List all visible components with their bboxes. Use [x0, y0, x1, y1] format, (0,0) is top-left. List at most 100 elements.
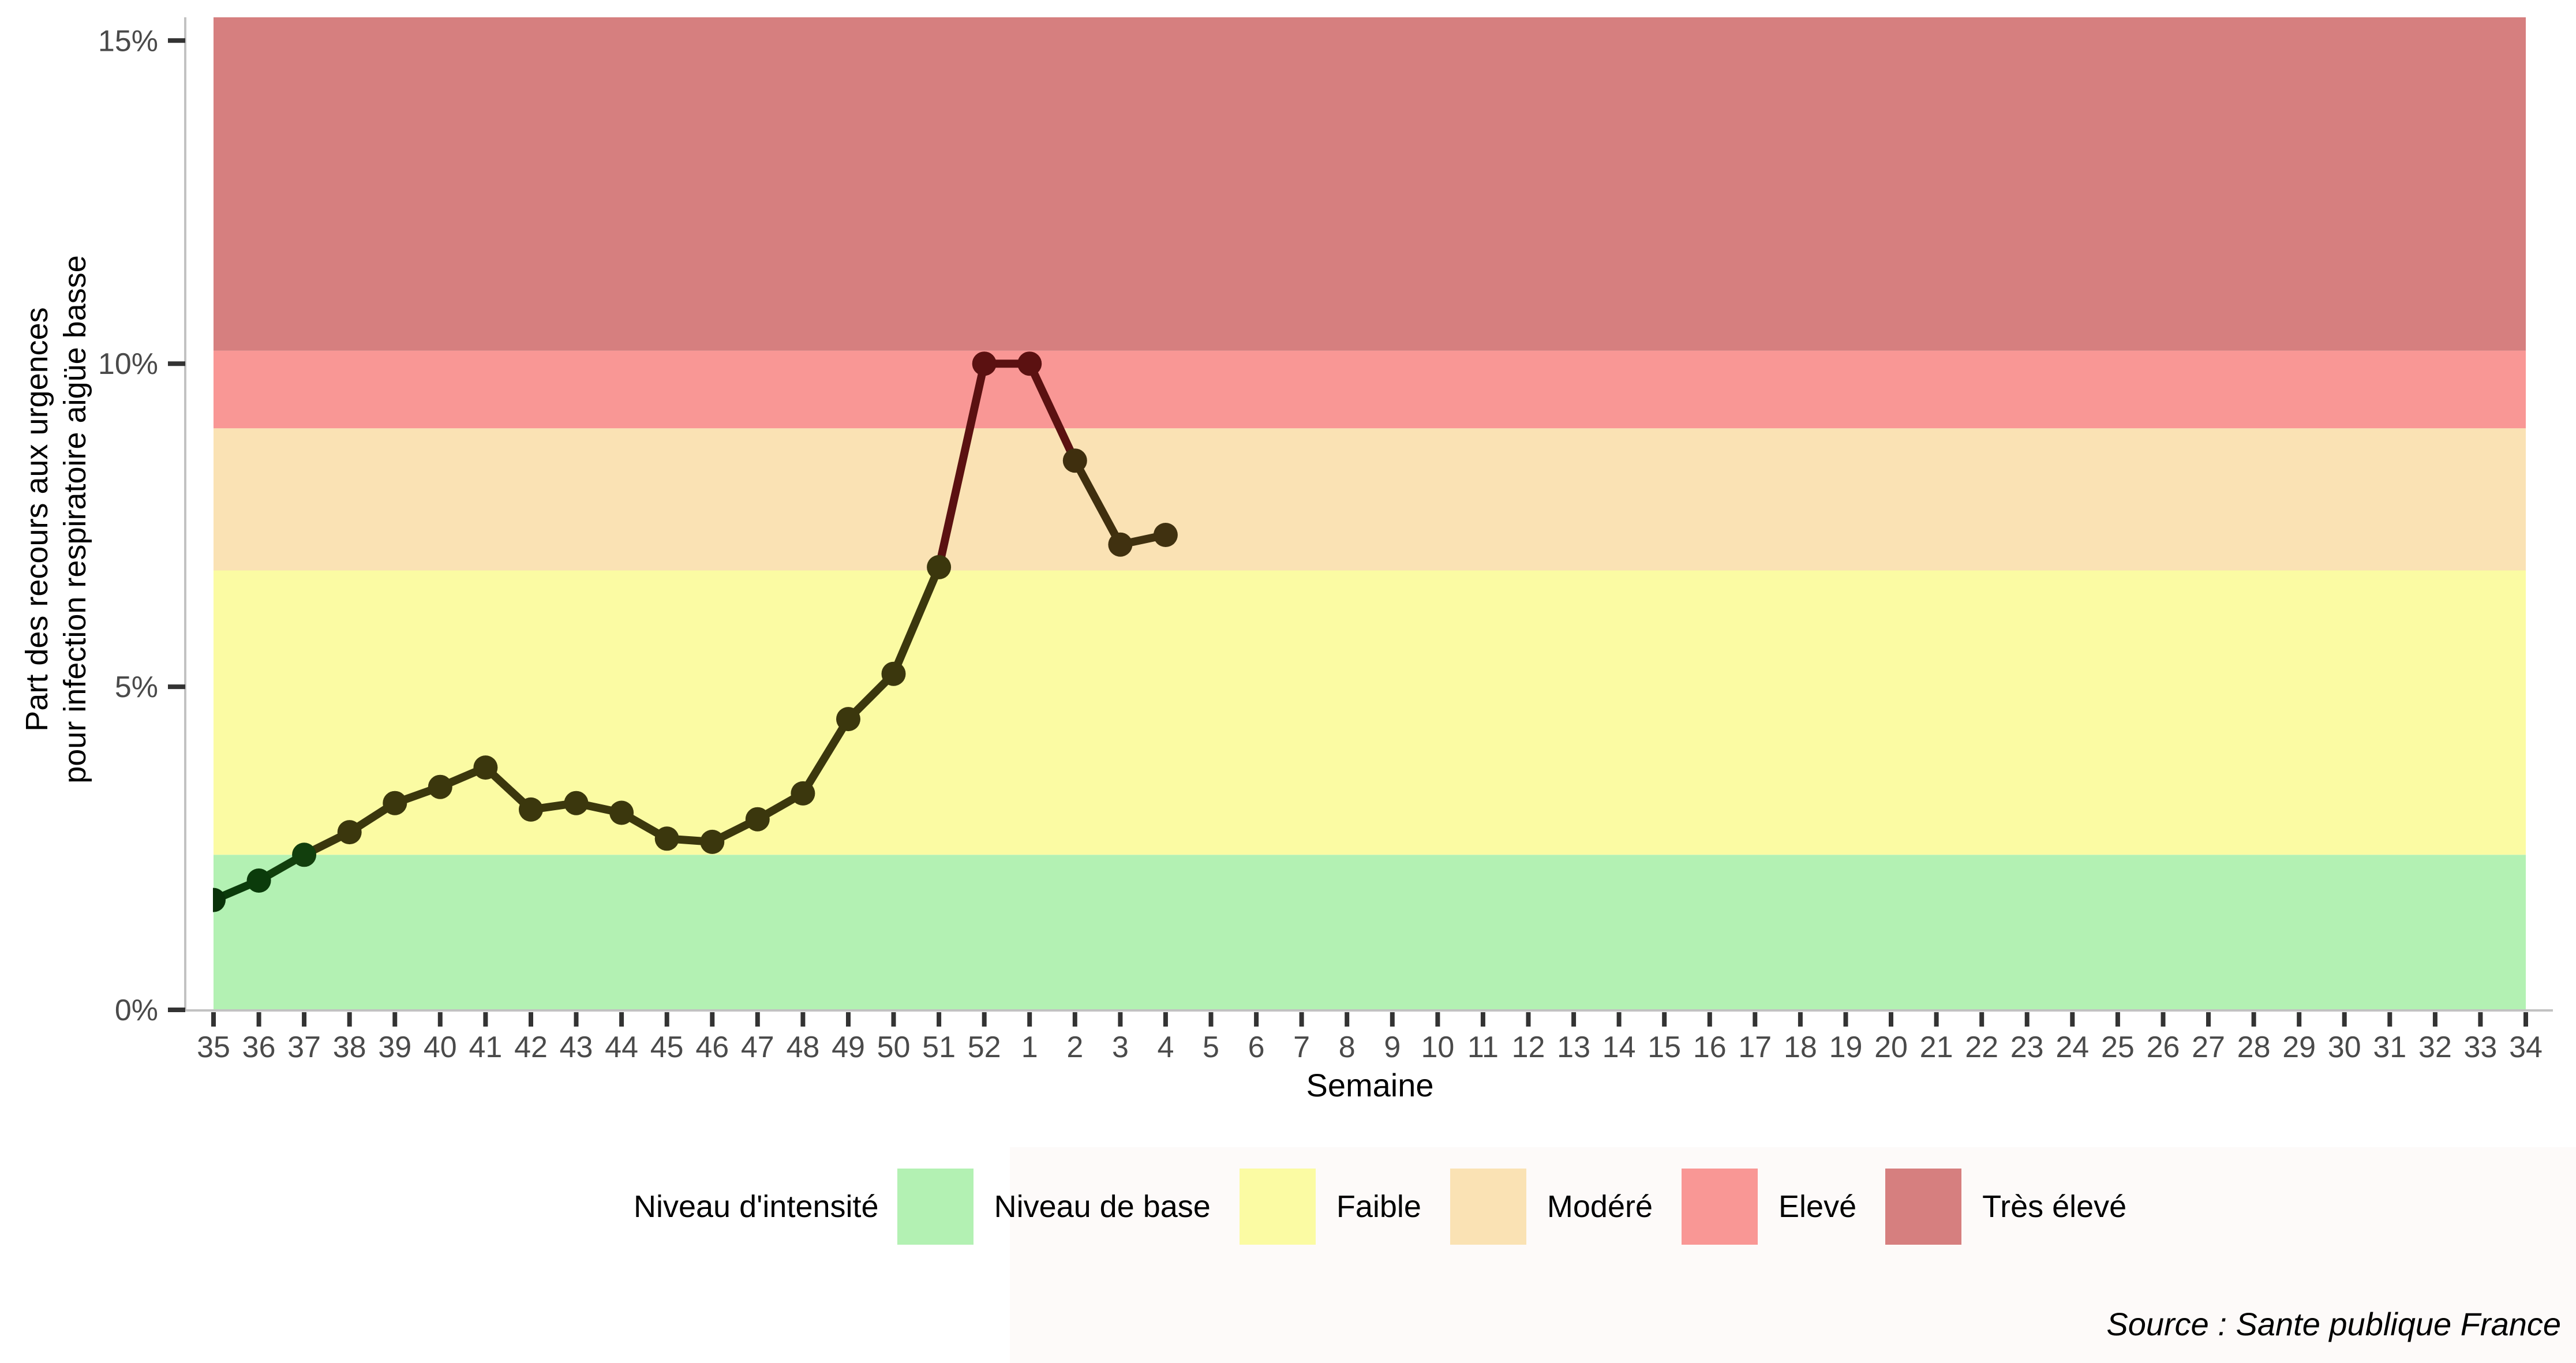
x-tick-label: 2 — [1066, 1031, 1083, 1064]
x-tick-label: 39 — [378, 1031, 411, 1064]
x-tick-label: 51 — [922, 1031, 956, 1064]
data-point-week-42 — [519, 797, 543, 822]
x-tick-label: 47 — [741, 1031, 774, 1064]
x-tick-label: 8 — [1339, 1031, 1356, 1064]
x-tick-label: 36 — [242, 1031, 276, 1064]
data-point-week-4 — [1153, 523, 1178, 547]
data-point-week-51 — [927, 555, 952, 579]
y-tick-label: 15% — [98, 24, 158, 58]
line-segment — [1025, 362, 1079, 463]
data-point-week-43 — [564, 791, 589, 815]
x-tick-label: 12 — [1512, 1031, 1545, 1064]
x-tick-label: 37 — [287, 1031, 321, 1064]
y-axis-ticks: 0% 5% 10% 15% — [98, 24, 185, 1027]
x-tick-label: 44 — [605, 1031, 638, 1064]
legend-key-swatch-1 — [1239, 1169, 1316, 1245]
x-tick-label: 24 — [2055, 1031, 2089, 1064]
band-1 — [214, 570, 2526, 855]
legend-item-label: Très élevé — [1982, 1189, 2127, 1224]
line-segment — [1071, 458, 1124, 547]
source-note: Source : Sante publique France — [2106, 1306, 2561, 1342]
data-point-week-45 — [654, 826, 679, 851]
x-tick-label: 5 — [1203, 1031, 1219, 1064]
legend-item-2: Modéré — [1450, 1169, 1653, 1245]
band-2 — [214, 428, 2526, 571]
x-tick-label: 14 — [1602, 1031, 1636, 1064]
line-segment — [935, 362, 989, 568]
data-point-week-37 — [292, 842, 317, 867]
x-tick-label: 22 — [1965, 1031, 1998, 1064]
legend-item-label: Elevé — [1779, 1189, 1857, 1224]
x-tick-label: 23 — [2010, 1031, 2044, 1064]
x-tick-label: 20 — [1874, 1031, 1908, 1064]
x-tick-label: 4 — [1157, 1031, 1174, 1064]
data-point-week-44 — [609, 800, 634, 825]
x-tick-label: 25 — [2101, 1031, 2135, 1064]
x-tick-label: 6 — [1248, 1031, 1265, 1064]
data-point-week-49 — [836, 707, 860, 732]
x-tick-label: 29 — [2282, 1031, 2316, 1064]
x-tick-label: 9 — [1384, 1031, 1401, 1064]
y-axis-title: Part des recours aux urgences pour infec… — [18, 115, 95, 923]
y-axis-title-line2: pour infection respiratoire aigüe basse — [58, 255, 92, 784]
data-point-week-38 — [337, 820, 362, 845]
legend-item-label: Modéré — [1547, 1189, 1653, 1224]
legend-key-swatch-0 — [897, 1169, 974, 1245]
x-tick-label: 26 — [2147, 1031, 2180, 1064]
x-tick-label: 15 — [1648, 1031, 1681, 1064]
intensity-bands — [214, 17, 2526, 1010]
x-tick-label: 46 — [695, 1031, 729, 1064]
band-3 — [214, 350, 2526, 429]
legend-item-label: Niveau de base — [994, 1189, 1211, 1224]
x-tick-label: 31 — [2373, 1031, 2406, 1064]
legend-key-swatch-4 — [1885, 1169, 1962, 1245]
x-tick-label: 34 — [2509, 1031, 2543, 1064]
data-point-week-35 — [213, 888, 226, 912]
x-tick-label: 35 — [197, 1031, 230, 1064]
line-segment — [799, 717, 852, 796]
x-tick-label: 28 — [2237, 1031, 2271, 1064]
y-tick-label: 10% — [98, 347, 158, 381]
y-tick-label: 0% — [115, 994, 158, 1027]
x-tick-label: 1 — [1021, 1031, 1038, 1064]
x-tick-label: 11 — [1467, 1031, 1499, 1064]
x-tick-label: 45 — [650, 1031, 684, 1064]
x-tick-label: 19 — [1829, 1031, 1863, 1064]
data-point-week-39 — [383, 791, 407, 815]
data-point-week-40 — [428, 774, 452, 799]
x-tick-label: 21 — [1920, 1031, 1953, 1064]
x-tick-label: 48 — [786, 1031, 819, 1064]
x-tick-label: 16 — [1693, 1031, 1727, 1064]
data-point-week-41 — [473, 755, 498, 780]
data-point-week-48 — [791, 781, 815, 806]
x-tick-label: 52 — [968, 1031, 1001, 1064]
band-0 — [214, 855, 2526, 1010]
legend-item-3: Elevé — [1682, 1169, 1856, 1245]
data-point-week-1 — [1017, 351, 1042, 376]
x-tick-label: 10 — [1421, 1031, 1454, 1064]
x-tick-label: 42 — [514, 1031, 548, 1064]
y-axis-title-line1: Part des recours aux urgences — [20, 307, 54, 732]
data-point-week-3 — [1108, 532, 1133, 557]
legend-item-4: Très élevé — [1885, 1169, 2126, 1245]
series — [213, 351, 1178, 912]
band-4 — [214, 17, 2526, 351]
data-point-week-46 — [700, 829, 725, 854]
x-tick-label: 30 — [2328, 1031, 2361, 1064]
x-tick-label: 7 — [1293, 1031, 1310, 1064]
legend-item-label: Faible — [1336, 1189, 1421, 1224]
legend-item-0: Niveau de base — [897, 1169, 1211, 1245]
x-tick-label: 17 — [1738, 1031, 1772, 1064]
x-axis-title: Semaine — [1306, 1067, 1433, 1103]
data-point-week-50 — [881, 661, 906, 686]
y-tick-label: 5% — [115, 671, 158, 704]
x-tick-label: 49 — [832, 1031, 865, 1064]
x-tick-label: 40 — [424, 1031, 457, 1064]
x-tick-label: 43 — [560, 1031, 593, 1064]
legend-key-swatch-3 — [1682, 1169, 1758, 1245]
legend-title: Niveau d'intensité — [634, 1189, 879, 1224]
x-tick-label: 38 — [333, 1031, 366, 1064]
x-tick-label: 18 — [1784, 1031, 1817, 1064]
